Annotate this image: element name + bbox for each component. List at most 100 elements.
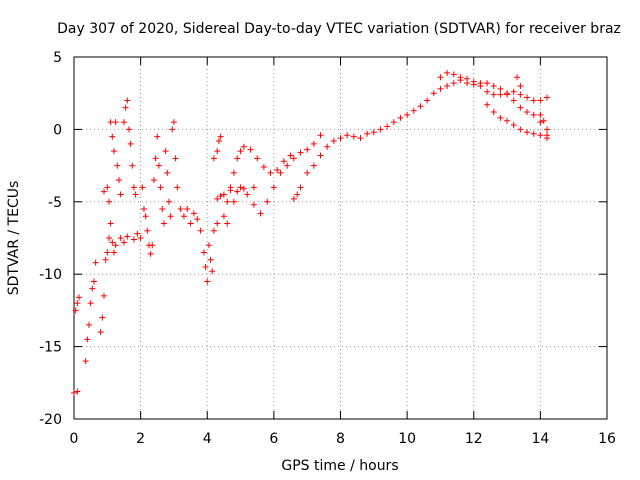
- data-point: [102, 256, 109, 263]
- data-point: [484, 101, 491, 108]
- data-point: [390, 119, 397, 126]
- data-point: [99, 314, 106, 321]
- data-point: [217, 193, 224, 200]
- data-point: [397, 114, 404, 121]
- data-point: [210, 227, 217, 234]
- data-point: [170, 119, 177, 126]
- data-point: [217, 133, 224, 140]
- y-tick-labels: -20 -15 -10 -5 0 5: [39, 50, 62, 428]
- data-point: [337, 135, 344, 142]
- data-point: [167, 213, 174, 220]
- data-point: [142, 213, 149, 220]
- data-point: [75, 294, 82, 301]
- data-point: [290, 195, 297, 202]
- data-point: [220, 191, 227, 198]
- data-point: [350, 133, 357, 140]
- data-series: [71, 69, 551, 396]
- data-point: [150, 177, 157, 184]
- data-point: [444, 69, 451, 76]
- data-point: [122, 104, 129, 111]
- data-point: [344, 132, 351, 139]
- data-point: [537, 111, 544, 118]
- data-point: [324, 143, 331, 150]
- data-point: [530, 97, 537, 104]
- data-point: [240, 143, 247, 150]
- x-tick-label: 16: [598, 431, 616, 447]
- data-point: [74, 300, 81, 307]
- data-point: [437, 74, 444, 81]
- data-point: [172, 155, 179, 162]
- data-point: [117, 191, 124, 198]
- data-point: [404, 111, 411, 118]
- data-point: [497, 85, 504, 92]
- data-point: [205, 242, 212, 249]
- data-point: [214, 148, 221, 155]
- data-point: [164, 169, 171, 176]
- data-point: [114, 162, 121, 169]
- data-point: [82, 358, 89, 365]
- data-point: [137, 235, 144, 241]
- data-point: [497, 91, 504, 98]
- data-point: [214, 195, 221, 202]
- data-point: [129, 162, 136, 169]
- data-point: [267, 169, 274, 176]
- data-point: [510, 88, 517, 95]
- y-tick-label: -20: [39, 412, 62, 428]
- x-tick-label: 12: [465, 431, 483, 447]
- data-point: [384, 123, 391, 130]
- y-tick-label: -15: [39, 340, 62, 356]
- data-point: [517, 126, 524, 133]
- data-point: [149, 242, 156, 249]
- data-point: [304, 146, 311, 153]
- data-point: [450, 80, 457, 87]
- data-point: [120, 239, 127, 246]
- data-point: [177, 206, 184, 213]
- data-point: [417, 103, 424, 110]
- data-point: [97, 329, 104, 336]
- data-point: [364, 130, 371, 137]
- data-point: [370, 129, 377, 136]
- data-point: [104, 184, 111, 191]
- data-point: [110, 148, 117, 155]
- data-point: [202, 263, 209, 270]
- data-point: [105, 198, 112, 205]
- data-point: [457, 74, 464, 81]
- chart-title: Day 307 of 2020, Sidereal Day-to-day VTE…: [57, 21, 621, 37]
- data-point: [204, 278, 211, 285]
- data-point: [224, 198, 231, 205]
- data-point: [530, 111, 537, 118]
- y-axis-label: SDTVAR / TECUs: [6, 181, 22, 296]
- data-point: [444, 82, 451, 89]
- data-point: [517, 104, 524, 111]
- data-point: [257, 210, 264, 217]
- data-point: [100, 188, 107, 195]
- data-point: [490, 82, 497, 89]
- data-point: [160, 220, 167, 227]
- data-point: [187, 220, 194, 227]
- data-point: [152, 155, 159, 162]
- data-point: [197, 227, 204, 234]
- data-point: [124, 233, 131, 240]
- data-point: [92, 259, 99, 266]
- data-point: [537, 97, 544, 104]
- data-point: [155, 162, 162, 169]
- data-point: [230, 169, 237, 176]
- y-tick-label: -5: [48, 195, 62, 211]
- x-tick-label: 0: [70, 431, 79, 447]
- data-point: [200, 249, 207, 256]
- data-point: [162, 148, 169, 155]
- data-point: [537, 132, 544, 139]
- data-point: [125, 126, 132, 133]
- data-point: [209, 268, 216, 275]
- data-point: [280, 158, 287, 165]
- data-point: [274, 166, 281, 173]
- data-point: [230, 198, 237, 205]
- data-point: [120, 119, 127, 126]
- data-point: [117, 235, 124, 241]
- data-point: [530, 130, 537, 137]
- data-point: [71, 389, 77, 396]
- data-point: [250, 201, 257, 208]
- data-point: [194, 216, 201, 223]
- data-point: [174, 184, 181, 191]
- data-point: [284, 162, 291, 169]
